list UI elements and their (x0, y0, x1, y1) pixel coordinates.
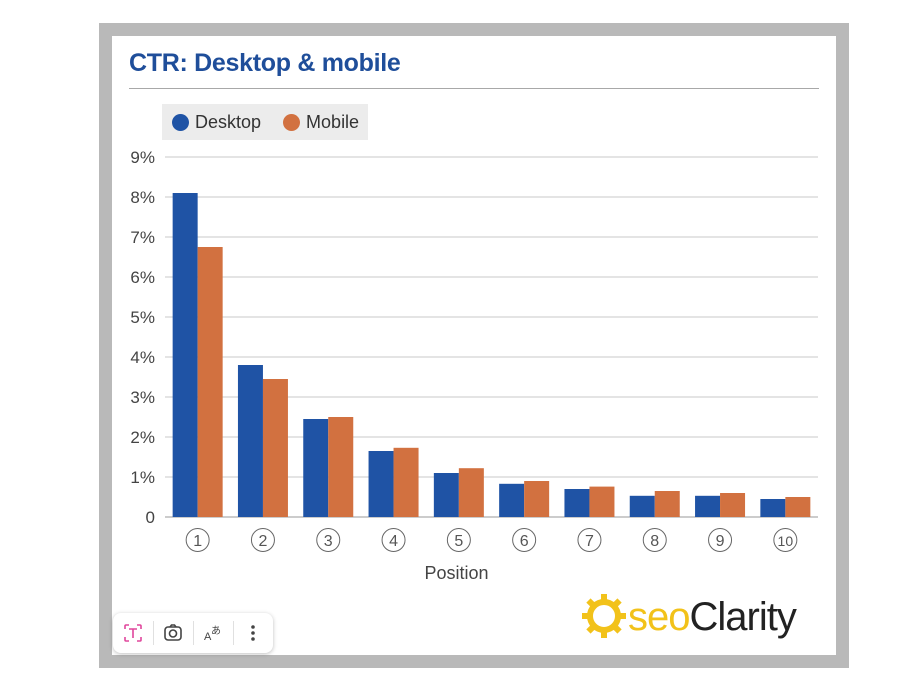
bar-mobile (524, 481, 550, 517)
bar-desktop (237, 365, 263, 517)
translate-button[interactable]: A あ (193, 613, 233, 653)
text-select-button[interactable] (113, 613, 153, 653)
x-tick-circle (381, 528, 406, 552)
legend-label-desktop: Desktop (195, 111, 262, 132)
y-tick-label: 2% (130, 428, 155, 447)
title-divider (129, 88, 819, 89)
y-tick-label: 0 (146, 508, 155, 527)
lens-search-button[interactable] (153, 613, 193, 653)
x-tick-circle (185, 528, 210, 552)
y-tick-label: 8% (130, 188, 155, 207)
image-frame: CTR: Desktop & mobile Desktop Mobile (99, 23, 849, 668)
y-tick-label: 4% (130, 348, 155, 367)
bar-mobile (589, 486, 615, 517)
x-tick-circle (577, 528, 602, 552)
camera-lens-icon (164, 624, 182, 641)
x-tick-label: 5 (454, 533, 463, 550)
bar-desktop (433, 473, 459, 517)
x-tick-circle (708, 528, 733, 552)
x-tick-label: 10 (778, 533, 794, 549)
x-tick-circle (250, 528, 275, 552)
sun-logo-icon (582, 594, 626, 638)
y-tick-label: 1% (130, 468, 155, 487)
chart-title: CTR: Desktop & mobile (129, 49, 401, 77)
x-tick-circle (642, 528, 667, 552)
bar-mobile (262, 379, 288, 517)
x-tick-label: 7 (585, 533, 594, 550)
x-tick-label: 9 (716, 533, 725, 550)
bar-desktop (303, 419, 329, 517)
x-axis-title: Position (424, 563, 488, 583)
bar-desktop (695, 495, 721, 517)
bar-desktop (564, 489, 590, 517)
svg-text:あ: あ (211, 625, 221, 637)
x-tick-label: 3 (324, 533, 333, 550)
y-tick-label: 5% (130, 308, 155, 327)
bar-desktop (629, 495, 655, 517)
bar-mobile (393, 447, 419, 517)
image-tools-toolbar: A あ (113, 613, 273, 653)
x-tick-label: 6 (520, 533, 529, 550)
bar-desktop (172, 193, 198, 517)
x-tick-circle (446, 528, 471, 552)
seoclarity-logo: seoClarity (582, 594, 798, 639)
y-tick-label: 6% (130, 268, 155, 287)
x-tick-label: 4 (389, 533, 398, 550)
y-tick-label: 7% (130, 228, 155, 247)
bar-mobile (720, 493, 746, 517)
y-tick-label: 9% (130, 148, 155, 167)
legend-item-mobile: Mobile (283, 112, 359, 133)
bar-desktop (760, 499, 786, 517)
chart-card: CTR: Desktop & mobile Desktop Mobile (112, 36, 836, 655)
x-tick-circle (512, 528, 537, 552)
bar-desktop (368, 451, 394, 517)
legend-swatch-desktop (172, 113, 189, 131)
svg-text:A: A (204, 631, 212, 643)
translate-icon: A あ (204, 625, 221, 643)
x-tick-circle (316, 528, 341, 552)
text-select-icon (124, 624, 142, 642)
y-tick-label: 3% (130, 388, 155, 407)
legend-label-mobile: Mobile (306, 111, 360, 132)
x-tick-label: 8 (650, 533, 659, 550)
x-tick-circle (773, 528, 798, 552)
bar-desktop (499, 483, 525, 517)
bar-mobile (458, 468, 484, 517)
bar-mobile (328, 417, 354, 517)
x-tick-label: 2 (258, 533, 267, 550)
logo-text: seoClarity (628, 595, 797, 639)
x-tick-label: 1 (193, 533, 202, 550)
more-options-button[interactable] (233, 613, 273, 653)
bar-mobile (785, 497, 811, 517)
bar-mobile (197, 247, 223, 517)
legend-swatch-mobile (283, 113, 301, 131)
more-vertical-icon (251, 625, 255, 641)
bar-mobile (654, 491, 680, 517)
chart-legend: Desktop Mobile (162, 104, 368, 140)
legend-item-desktop: Desktop (172, 112, 261, 133)
